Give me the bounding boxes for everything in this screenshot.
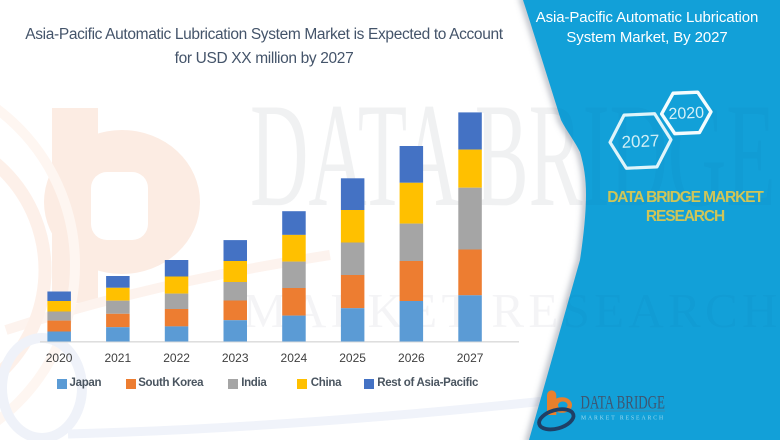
svg-text:2020: 2020 bbox=[668, 105, 704, 124]
svg-text:MARKET RESEARCH: MARKET RESEARCH bbox=[581, 416, 665, 422]
svg-text:DATA BRIDGE: DATA BRIDGE bbox=[581, 392, 666, 413]
svg-text:2027: 2027 bbox=[621, 131, 660, 152]
